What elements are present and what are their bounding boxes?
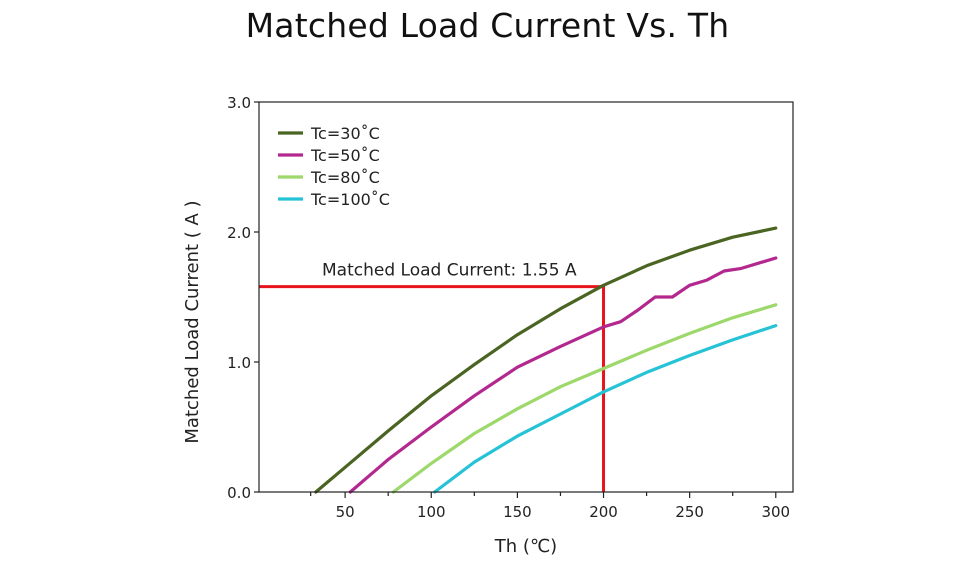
y-tick-label: 0.0 [227, 484, 251, 502]
y-tick-label: 1.0 [227, 354, 251, 372]
legend-label-3: Tc=100˚C [310, 190, 390, 209]
series-layer [314, 226, 778, 494]
chart-title: Matched Load Current Vs. Th [245, 6, 730, 45]
x-tick-label: 100 [417, 503, 446, 521]
y-tick-label: 3.0 [227, 94, 251, 112]
series-line-3 [433, 324, 778, 494]
legend-label-1: Tc=50˚C [310, 146, 380, 165]
series-line-1 [348, 256, 778, 494]
x-tick-label: 250 [675, 503, 704, 521]
legend-label-0: Tc=30˚C [310, 124, 380, 143]
annotation-guide-line [259, 285, 606, 492]
axes-layer: 0.0 1.0 2.0 3.0 50 100 150 200 250 300 [227, 94, 794, 521]
x-axis-label: Th (℃) [494, 536, 557, 557]
annotation-layer [259, 285, 606, 492]
x-tick-label: 300 [761, 503, 790, 521]
plot-frame [258, 101, 794, 493]
x-tick-label: 50 [336, 503, 355, 521]
annotation-label: Matched Load Current: 1.55 A [322, 261, 577, 281]
y-tick-label: 2.0 [227, 224, 251, 242]
y-axis-label: Matched Load Current ( A ) [182, 200, 203, 443]
legend-label-2: Tc=80˚C [310, 168, 380, 187]
x-tick-label: 150 [503, 503, 532, 521]
series-line-0 [314, 226, 778, 494]
x-tick-label: 200 [589, 503, 618, 521]
series-line-2 [391, 303, 778, 494]
legend: Tc=30˚C Tc=50˚C Tc=80˚C Tc=100˚C [278, 124, 390, 209]
